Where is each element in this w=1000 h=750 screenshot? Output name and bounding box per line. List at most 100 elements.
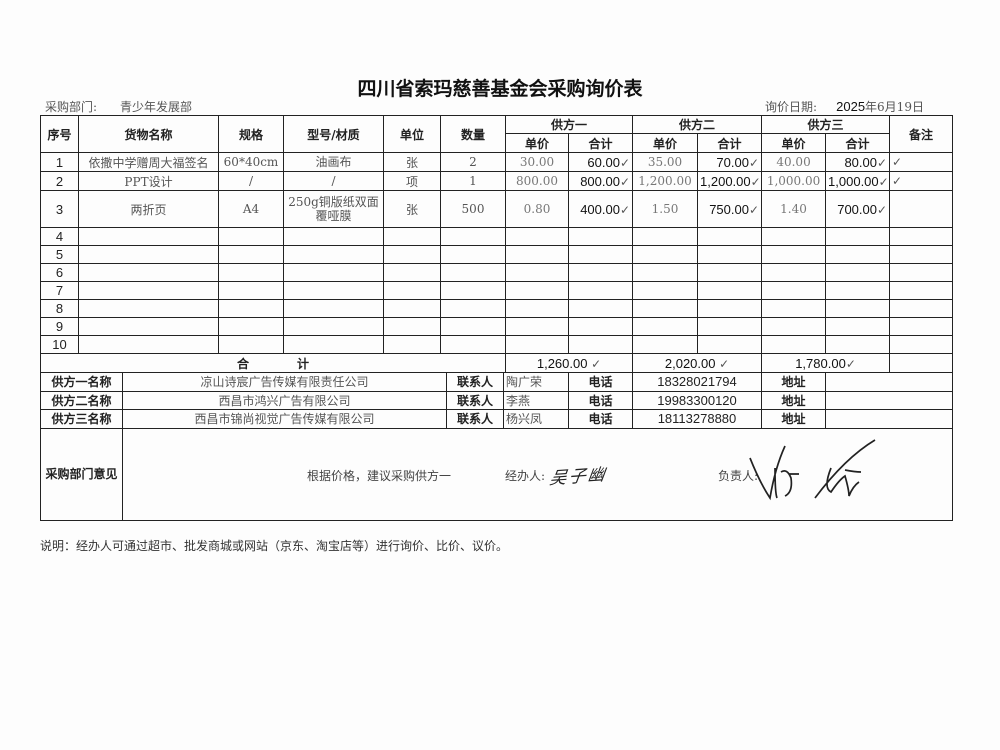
department: 采购部门: 青少年发展部 [45, 98, 192, 115]
empty-cell [283, 281, 384, 300]
department-label: 采购部门: [45, 100, 98, 114]
item-name: 两折页 [78, 190, 219, 228]
empty-cell [632, 281, 699, 300]
empty-cell [218, 317, 284, 336]
header-qty: 数量 [440, 115, 506, 153]
address-label: 地址 [761, 390, 826, 410]
line-total: 800.00✓ [567, 171, 634, 191]
quantity: 1 [440, 171, 506, 191]
empty-cell [505, 281, 569, 300]
empty-cell [505, 227, 569, 246]
address-label: 地址 [761, 409, 826, 429]
check-mark: ✓ [892, 155, 903, 169]
line-total: 80.00✓ [825, 152, 891, 172]
line-total-value: 400.00 [580, 201, 620, 217]
empty-cell [825, 335, 891, 354]
unit-price: 30.00 [505, 152, 569, 172]
empty-cell [505, 317, 569, 336]
address-value [825, 372, 953, 392]
empty-cell [825, 281, 891, 300]
empty-cell [761, 317, 827, 336]
spec: A4 [218, 190, 284, 228]
empty-cell [383, 245, 441, 264]
empty-cell [825, 317, 891, 336]
header-no: 序号 [40, 115, 79, 153]
unit-price: 1.50 [632, 190, 699, 228]
empty-cell [218, 281, 284, 300]
empty-cell [383, 263, 441, 282]
date-rest: 年6月19日 [865, 100, 924, 114]
empty-cell [505, 299, 569, 318]
supplier-label: 供方二名称 [40, 390, 123, 410]
handler-signature: 吴子幽 [548, 464, 608, 490]
supplier-row: 供方三名称 西昌市锦尚视觉广告传媒有限公司 联系人 杨兴凤 电话 18113278880 地… [40, 409, 953, 429]
empty-cell [825, 227, 891, 246]
empty-cell [889, 245, 954, 264]
model: 油画布 [283, 152, 384, 172]
empty-cell [383, 335, 441, 354]
empty-cell [567, 263, 634, 282]
unit-price: 1.40 [761, 190, 827, 228]
empty-cell [632, 227, 699, 246]
empty-cell [761, 263, 827, 282]
page-title: 四川省索玛慈善基金会采购询价表 [357, 78, 643, 100]
empty-cell [697, 317, 763, 336]
empty-cell [78, 245, 219, 264]
header-unit-price: 单价 [761, 133, 827, 153]
footnote: 说明：经办人可通过超市、批发商城或网站（京东、淘宝店等）进行询价、比价、议价。 [40, 539, 509, 553]
header-supplier-2: 供方二 [632, 115, 763, 134]
total-supplier-2: 2,020.00 ✓ [632, 353, 763, 373]
empty-cell [218, 245, 284, 264]
unit-price: 35.00 [632, 152, 699, 172]
check-mark: ✓ [748, 155, 760, 170]
contact-name: 陶广荣 [503, 372, 569, 392]
quantity: 500 [440, 190, 506, 228]
row-no: 10 [40, 335, 79, 354]
empty-cell [283, 245, 384, 264]
empty-cell [567, 227, 634, 246]
header-total: 合计 [567, 133, 634, 153]
remark: ✓ [889, 152, 954, 172]
row-no: 4 [40, 227, 79, 246]
empty-cell [78, 335, 219, 354]
line-total-value: 1,000.00 [828, 173, 879, 189]
model: 250g铜版纸双面覆哑膜 [283, 190, 384, 228]
empty-cell [697, 245, 763, 264]
empty-cell [825, 245, 891, 264]
empty-cell [283, 335, 384, 354]
empty-cell [632, 299, 699, 318]
check-mark: ✓ [892, 174, 903, 188]
line-total-value: 750.00 [709, 201, 749, 217]
check-mark: ✓ [876, 202, 888, 217]
opinion-cell [122, 427, 953, 521]
table-row: 7 [40, 281, 954, 300]
line-total: 60.00✓ [567, 152, 634, 172]
phone-number: 19983300120 [632, 390, 762, 410]
empty-cell [440, 281, 506, 300]
empty-cell [440, 335, 506, 354]
row-no: 1 [40, 152, 79, 172]
empty-cell [761, 245, 827, 264]
price-table: 序号 货物名称 规格 型号/材质 单位 数量 供方一 供方二 供方三 备注 单价… [40, 115, 954, 373]
phone-number: 18113278880 [632, 409, 762, 429]
line-total: 1,200.00✓ [697, 171, 763, 191]
phone-label: 电话 [568, 372, 633, 392]
table-row: 10 [40, 335, 954, 354]
empty-cell [78, 299, 219, 318]
row-no: 3 [40, 190, 79, 228]
department-value: 青少年发展部 [119, 100, 192, 114]
row-no: 2 [40, 171, 79, 191]
table-row: 3 两折页 A4 250g铜版纸双面覆哑膜张 500 0.80 400.00✓ 1.50 750… [40, 190, 954, 228]
empty-cell [889, 299, 954, 318]
table-row: 2 PPT设计 / / 项 1 800.00 800.00✓ 1,200.00 1,200.00✓… [40, 171, 954, 191]
empty-cell [567, 281, 634, 300]
check-mark: ✓ [845, 356, 856, 371]
empty-cell [440, 227, 506, 246]
line-total-value: 80.00 [844, 154, 877, 170]
unit-price: 800.00 [505, 171, 569, 191]
header-spec: 规格 [218, 115, 284, 153]
supplier-name: 西昌市锦尚视觉广告传媒有限公司 [122, 409, 447, 429]
row-no: 8 [40, 299, 79, 318]
empty-cell [825, 299, 891, 318]
